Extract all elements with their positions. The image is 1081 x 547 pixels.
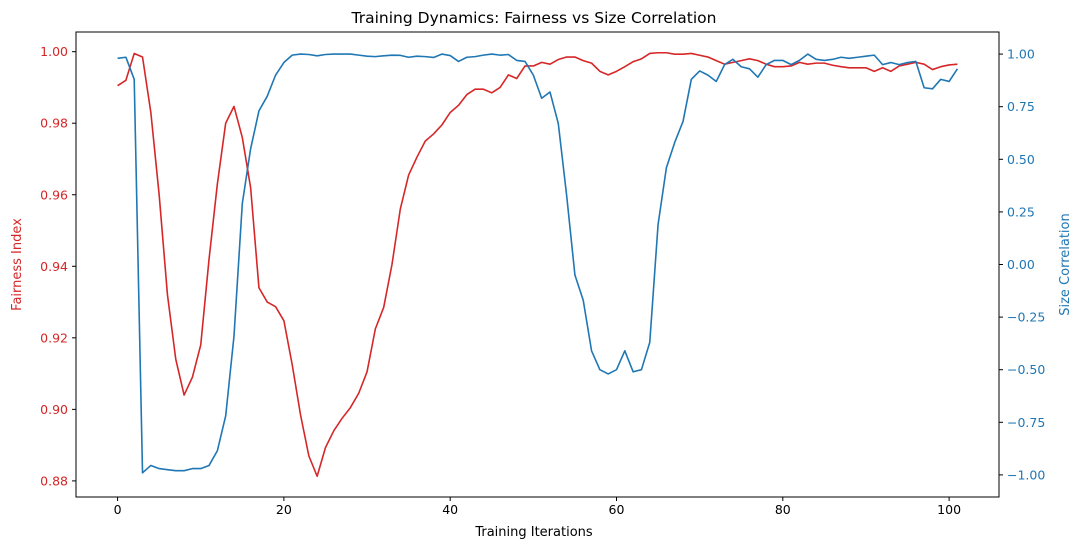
y-left-tick-label: 0.96 bbox=[40, 187, 68, 202]
x-tick-label: 80 bbox=[775, 502, 791, 517]
y-left-tick-label: 1.00 bbox=[40, 44, 68, 59]
y-left-tick-label: 0.90 bbox=[40, 402, 68, 417]
plot-frame bbox=[75, 31, 1000, 498]
y-left-tick-label: 0.92 bbox=[40, 330, 68, 345]
y-right-tick-label: 0.50 bbox=[1007, 152, 1035, 167]
y-right-tick-label: −0.75 bbox=[1007, 415, 1045, 430]
y-axis-left-title: Fairness Index bbox=[10, 218, 25, 311]
plot-area bbox=[75, 31, 1000, 498]
series-line-fairness-index bbox=[117, 51, 958, 478]
series-line-size-correlation bbox=[117, 53, 959, 474]
x-axis: 0 20 40 60 80 100 bbox=[114, 497, 961, 517]
x-tick-label: 100 bbox=[937, 502, 961, 517]
x-axis-title: Training Iterations bbox=[474, 525, 593, 540]
y-right-tick-label: −0.50 bbox=[1007, 362, 1045, 377]
y-right-tick-label: 0.25 bbox=[1007, 204, 1035, 219]
y-left-tick-label: 0.88 bbox=[40, 473, 68, 488]
y-right-tick-label: −1.00 bbox=[1007, 467, 1045, 482]
y-right-tick-label: 1.00 bbox=[1007, 47, 1035, 62]
x-tick-label: 40 bbox=[442, 502, 458, 517]
x-tick-label: 60 bbox=[609, 502, 625, 517]
y-axis-right-title: Size Correlation bbox=[1058, 213, 1073, 316]
y-right-tick-label: 0.75 bbox=[1007, 99, 1035, 114]
chart-title: Training Dynamics: Fairness vs Size Corr… bbox=[351, 9, 717, 27]
x-tick-label: 0 bbox=[114, 502, 122, 517]
y-right-tick-label: −0.25 bbox=[1007, 310, 1045, 325]
y-left-tick-label: 0.98 bbox=[40, 116, 68, 131]
y-axis-left: 0.88 0.90 0.92 0.94 0.96 0.98 1.00 bbox=[40, 44, 76, 488]
y-right-tick-label: 0.00 bbox=[1007, 257, 1035, 272]
x-tick-label: 20 bbox=[276, 502, 292, 517]
y-axis-right: −1.00 −0.75 −0.50 −0.25 0.00 0.25 0.50 0.75 1.00 bbox=[999, 47, 1045, 482]
y-left-tick-label: 0.94 bbox=[40, 259, 68, 274]
